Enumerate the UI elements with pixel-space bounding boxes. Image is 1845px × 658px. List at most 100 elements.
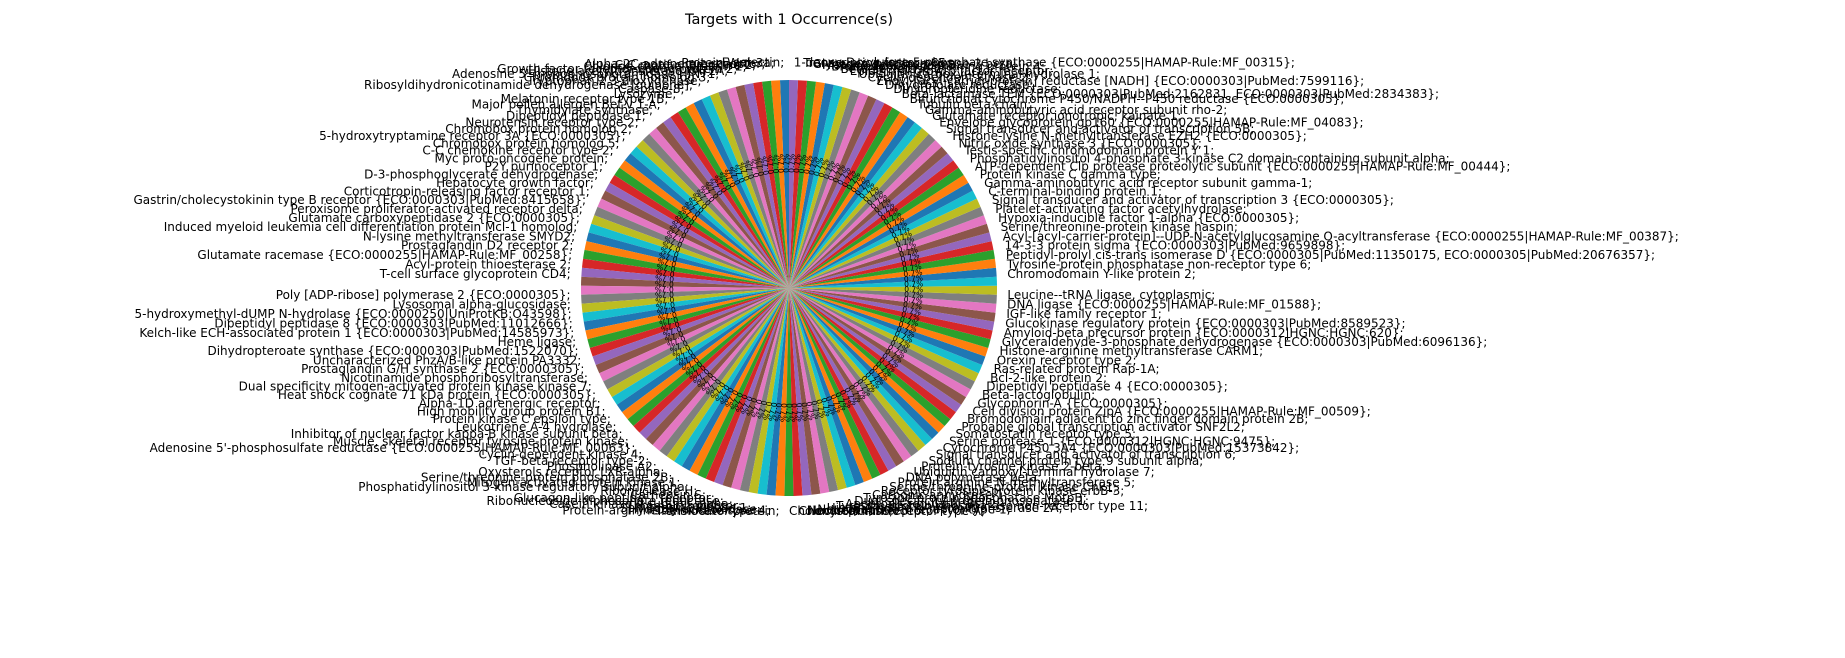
slice-label: Thymidylate synthase;: [515, 103, 653, 117]
slice-label: Enoyl-[acyl-carrier-protein] reductase […: [876, 74, 1364, 88]
pie-slice: [789, 288, 933, 446]
slice-label: Chromodomain Y-like protein 2;: [1007, 267, 1196, 281]
pie-slice: [592, 288, 789, 365]
slice-label: Protein Wnt-3a;: [681, 56, 774, 70]
slice-percent-label: 0.7%: [807, 155, 820, 175]
slice-label: Chromobox protein homolog 3;: [524, 70, 711, 84]
slice-label: E-selectin;: [722, 56, 785, 70]
slice-label: Amyloid-beta precursor protein {ECO:0000…: [1004, 326, 1404, 340]
slice-percent-label: 0.7%: [799, 402, 810, 422]
slice-label: C-terminal-binding protein 1;: [988, 184, 1162, 198]
slice-label: Prostaglandin D2 receptor 2;: [401, 239, 573, 253]
pie-slice: [731, 288, 789, 491]
pie-slice: [789, 288, 967, 405]
pie-slice: [789, 258, 997, 288]
pie-slice: [789, 288, 951, 427]
slice-label: C-C motif chemokine 2;: [615, 58, 756, 72]
pie-slice: [583, 288, 789, 331]
slice-label: Histone-lysine N-methyltransferase EZH2 …: [952, 129, 1306, 143]
pie-slice: [789, 288, 983, 374]
pie-slice: [789, 288, 926, 451]
slice-label: Cholecystokinin receptor type A;: [789, 504, 985, 518]
slice-label: DNA ligase {ECO:0000255|HAMAP-Rule:MF_01…: [1007, 298, 1321, 312]
pie-slice: [771, 80, 789, 288]
slice-label: Histone deacetylase 8;: [822, 58, 959, 72]
slice-percent-label: 0.7%: [779, 403, 789, 422]
slice-percent-label: 0.7%: [655, 273, 675, 283]
pie-slice: [748, 288, 789, 494]
slice-percent-label: 0.7%: [655, 300, 675, 312]
pie-slice: [586, 232, 789, 288]
pie-slice: [789, 80, 807, 288]
pie-slice: [789, 288, 997, 304]
pie-slice: [587, 288, 789, 348]
slice-label: Histone-lysine N-methyltransferase 2A;: [827, 501, 1063, 515]
pie-slice: [693, 99, 789, 288]
pie-slice: [789, 288, 889, 475]
slice-label: Dipeptidyl peptidase 8 {ECO:0000303|PubM…: [214, 316, 572, 330]
slice-label: Dihydropteridine reductase;: [893, 82, 1061, 96]
pie-slice: [789, 288, 856, 488]
pie-slice: [789, 276, 997, 288]
pie-slice: [739, 288, 789, 493]
slice-label: Beta-secretase 2;: [841, 62, 946, 76]
pie-slice: [789, 288, 904, 467]
slice-label: Phospholipase A2;: [547, 460, 657, 474]
pie-slice: [581, 276, 789, 288]
pie-slice: [789, 182, 973, 288]
slice-label: Adenosine 5'-monophosphoramidase HINT1;: [452, 67, 719, 81]
pie-slice: [789, 288, 912, 462]
slice-label: Cyclin-dependent kinase 2;: [868, 70, 1032, 84]
slice-percent-label: 0.7%: [797, 154, 808, 174]
slice-percent-label: 0.7%: [773, 402, 784, 422]
slice-percent-label: 0.7%: [770, 154, 781, 174]
slice-label: Casein kinase II subunit alpha;: [549, 497, 733, 511]
slice-label: Induced myeloid leukemia cell differenti…: [164, 220, 578, 234]
pie-slice: [674, 288, 789, 467]
slice-label: Glycogen synthase kinase-3 beta;: [813, 57, 1017, 71]
percent-labels: 0.7%0.7%0.7%0.7%0.7%0.7%0.7%0.7%0.7%0.7%…: [655, 154, 924, 423]
pie-slice: [789, 83, 834, 289]
pie-slice: [603, 288, 789, 390]
pie-slice: [789, 81, 825, 288]
pie-slice: [670, 112, 789, 288]
slice-label: Glutamate racemase {ECO:0000255|HAMAP-Ru…: [197, 248, 572, 262]
slice-label: Lysozyme;: [614, 87, 677, 101]
slice-label: Glutamate carboxypeptidase 2 {ECO:000030…: [288, 211, 579, 225]
pie-slice: [659, 288, 789, 457]
pie-slice: [757, 288, 789, 495]
pie-slice: [789, 288, 919, 457]
pie-slice: [722, 288, 789, 488]
pie-slice: [789, 140, 942, 288]
pie-slice: [789, 288, 975, 390]
slice-percent-label: 0.7%: [657, 310, 678, 323]
slice-label: Signal transducer and activator of trans…: [936, 448, 1236, 462]
slice-label: Thrombin receptor;: [625, 499, 742, 513]
slice-label: Somatostatin receptor type 5;: [955, 427, 1136, 441]
slice-percent-label: 0.7%: [753, 156, 766, 177]
pie-slice: [789, 288, 803, 496]
slice-percent-label: 0.7%: [761, 401, 773, 421]
pie-slice: [652, 288, 789, 451]
pie-slice: [597, 198, 789, 288]
pie-slice: [789, 167, 964, 288]
slice-label: 5-hydroxytryptamine receptor 3A {ECO:000…: [319, 129, 625, 143]
slice-label: Probable global transcription activator …: [961, 420, 1244, 434]
slice-label: Melatonin receptor type 1B;: [501, 92, 669, 106]
pie-slice: [789, 84, 843, 288]
slice-label: Myc proto-oncogene protein;: [435, 151, 609, 165]
pie-slice: [789, 241, 994, 288]
slice-label: Chromobox protein homolog 2;: [445, 122, 632, 136]
slice-label: Bromodomain-containing protein 4;: [831, 60, 1045, 74]
slice-percent-label: 0.7%: [904, 279, 923, 289]
slice-label: Orexin receptor type 2;: [997, 353, 1137, 367]
pie-slice: [789, 175, 969, 288]
pie-slice: [611, 288, 789, 405]
pie-slice: [744, 83, 789, 289]
slice-percent-label: 0.7%: [903, 295, 923, 306]
slice-percent-label: 0.7%: [812, 156, 825, 177]
slice-label: Translocator protein;: [655, 504, 780, 518]
pie-slice: [789, 288, 864, 486]
slice-percent-label: 0.7%: [655, 295, 675, 306]
